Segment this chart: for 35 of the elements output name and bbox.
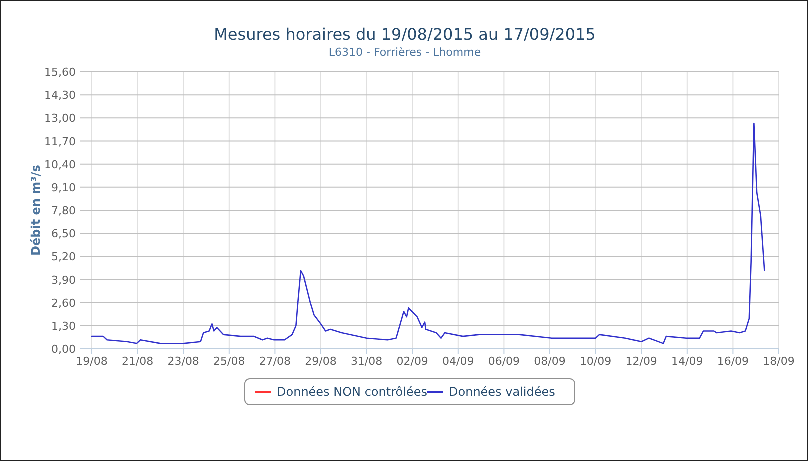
y-tick-label: 9,10 [52, 181, 76, 194]
x-tick-label: 27/08 [259, 355, 292, 368]
x-tick-label: 14/09 [672, 355, 704, 368]
legend-label: Données validées [449, 385, 556, 399]
x-tick-label: 25/08 [214, 355, 246, 368]
y-axis-title: Débit en m³/s [29, 165, 43, 256]
y-tick-label: 15,60 [44, 66, 76, 79]
y-tick-label: 14,30 [44, 89, 76, 102]
x-tick-label: 23/08 [168, 355, 200, 368]
y-tick-label: 10,40 [44, 158, 76, 172]
x-tick-label: 08/09 [534, 355, 566, 368]
y-tick-label: 7,80 [52, 204, 76, 218]
x-tick-label: 29/08 [305, 355, 337, 368]
x-tick-label: 12/09 [626, 355, 658, 368]
y-tick-label: 6,50 [52, 228, 76, 241]
y-tick-label: 3,90 [52, 274, 76, 287]
x-tick-label: 21/08 [122, 355, 154, 368]
x-tick-label: 19/08 [76, 355, 108, 368]
x-tick-label: 02/09 [396, 355, 428, 368]
y-tick-label: 5,20 [52, 250, 76, 264]
x-tick-label: 06/09 [488, 355, 520, 368]
x-tick-label: 18/09 [763, 355, 795, 368]
legend-label: Données NON contrôlées [277, 385, 428, 399]
chart-subtitle: L6310 - Forrières - Lhomme [328, 46, 482, 59]
y-tick-label: 13,00 [44, 112, 76, 126]
y-tick-label: 0,00 [52, 343, 76, 356]
chart-title: Mesures horaires du 19/08/2015 au 17/09/2015 [214, 25, 596, 44]
y-tick-label: 2,60 [52, 296, 76, 310]
y-tick-label: 11,70 [44, 135, 76, 148]
line-series [91, 122, 766, 344]
x-tick-label: 31/08 [350, 355, 383, 368]
x-tick-label: 10/09 [580, 355, 612, 368]
x-tick-label: 04/09 [442, 355, 474, 368]
y-tick-label: 1,30 [52, 320, 76, 333]
x-tick-label: 16/09 [717, 355, 750, 368]
